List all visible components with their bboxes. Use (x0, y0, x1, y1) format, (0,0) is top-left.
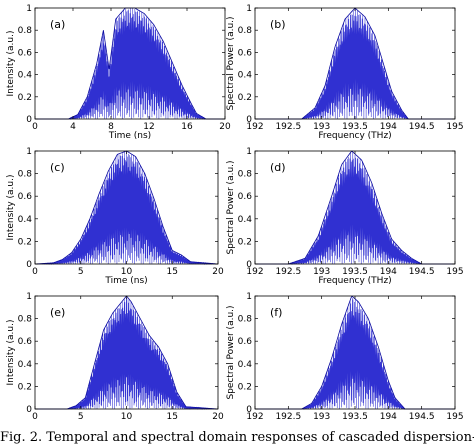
x-tick-label-f: 192 (246, 412, 263, 422)
x-tick-label-b: 193.5 (342, 122, 368, 132)
y-tick-label-f: 1 (246, 292, 252, 302)
y-axis-label-d: Spectral Power (a.u.) (226, 160, 236, 254)
panel-label-d: (d) (270, 161, 286, 174)
y-tick-label-d: 0 (246, 260, 252, 270)
panel-b: 192 192.5 193 193.5 194 194.5 195 0 0.2 0.4 0.6 0.8… (226, 4, 464, 141)
y-tick-label-e: 0 (26, 405, 32, 415)
x-tick-label-d: 193 (313, 267, 330, 277)
x-tick-label-e: 5 (78, 412, 84, 422)
x-tick-label-d: 192 (246, 267, 263, 277)
y-tick-label-a: 0.6 (18, 48, 33, 58)
panel-e: 0 5 10 15 20 0 0.2 0.4 0.6 0.8 1 Intensity (a.u.) (e… (6, 292, 224, 422)
plot-frame-a (34, 7, 226, 120)
y-tick-label-f: 0.4 (238, 360, 253, 370)
series-line-f (255, 297, 455, 410)
y-tick-label-b: 0.2 (238, 93, 252, 103)
x-tick-label-f: 192.5 (275, 412, 301, 422)
y-tick-label-b: 0.8 (238, 26, 253, 36)
y-tick-label-b: 0.6 (238, 48, 253, 58)
x-tick-label-d: 193.5 (342, 267, 368, 277)
x-axis-label-d: Frequency (THz) (318, 276, 391, 286)
x-tick-label-e: 0 (32, 412, 38, 422)
x-tick-label-f: 195 (446, 412, 463, 422)
x-tick-label-b: 194.5 (409, 122, 435, 132)
y-axis-label-f: Spectral Power (a.u.) (226, 305, 236, 399)
panel-label-c: (c) (50, 161, 65, 174)
x-tick-label-d: 192.5 (275, 267, 301, 277)
y-tick-label-c: 0.2 (18, 237, 32, 247)
y-tick-label-e: 0.8 (18, 315, 33, 325)
y-tick-label-c: 0.4 (18, 215, 33, 225)
y-tick-label-d: 1 (246, 147, 252, 157)
panel-a: 0 4 8 12 16 20 0 0.2 0.4 0.6 0.8 1 Time (ns) Intensit… (6, 4, 231, 141)
x-tick-label-a: 12 (143, 122, 154, 132)
y-tick-label-a: 0.8 (18, 26, 33, 36)
x-tick-label-f: 194.5 (409, 412, 435, 422)
y-tick-label-c: 0.8 (18, 170, 33, 180)
panel-label-b: (b) (270, 18, 286, 31)
figure-caption: Fig. 2. Temporal and spectral domain res… (0, 430, 474, 445)
panel-label-f: (f) (270, 306, 282, 319)
x-tick-label-a: 16 (181, 122, 193, 132)
y-tick-label-d: 0.2 (238, 237, 252, 247)
x-tick-label-b: 192.5 (275, 122, 301, 132)
y-tick-label-a: 1 (26, 4, 32, 14)
y-tick-label-e: 0.4 (18, 360, 33, 370)
y-axis-label-c: Intensity (a.u.) (6, 175, 16, 241)
x-tick-label-c: 5 (78, 267, 84, 277)
panel-label-a: (a) (50, 18, 65, 31)
y-tick-label-d: 0.6 (238, 192, 253, 202)
x-tick-label-d: 195 (446, 267, 463, 277)
y-tick-label-f: 0.2 (238, 382, 252, 392)
x-tick-label-c: 10 (121, 267, 133, 277)
x-tick-label-b: 193 (313, 122, 330, 132)
x-tick-label-d: 194.5 (409, 267, 435, 277)
x-tick-label-b: 192 (246, 122, 263, 132)
x-axis-label-b: Frequency (THz) (318, 131, 391, 141)
y-tick-label-d: 0.4 (238, 215, 253, 225)
y-tick-label-c: 1 (26, 147, 32, 157)
y-tick-label-f: 0.6 (238, 337, 253, 347)
x-tick-label-a: 8 (108, 122, 114, 132)
y-axis-label-e: Intensity (a.u.) (6, 320, 16, 386)
y-tick-label-e: 0.2 (18, 382, 32, 392)
y-axis-label-b: Spectral Power (a.u.) (226, 16, 236, 110)
x-tick-label-c: 0 (32, 267, 38, 277)
y-tick-label-c: 0 (26, 260, 32, 270)
y-tick-label-f: 0 (246, 405, 252, 415)
y-tick-label-a: 0 (26, 115, 32, 125)
x-tick-label-a: 0 (32, 122, 38, 132)
y-tick-label-b: 0 (246, 115, 252, 125)
x-tick-label-b: 194 (380, 122, 397, 132)
x-tick-label-b: 195 (446, 122, 463, 132)
y-tick-label-e: 1 (26, 292, 32, 302)
x-tick-label-f: 193.5 (342, 412, 368, 422)
y-tick-label-b: 1 (246, 4, 252, 14)
x-tick-label-f: 194 (380, 412, 397, 422)
panel-f: 192 192.5 193 193.5 194 194.5 195 0 0.2 0.4 0.6 0.8… (226, 292, 464, 422)
x-tick-label-a: 20 (219, 122, 231, 132)
x-tick-label-a: 4 (70, 122, 76, 132)
panel-d: 192 192.5 193 193.5 194 194.5 195 0 0.2 0.4 0.6 0.8… (226, 147, 464, 286)
y-tick-label-e: 0.6 (18, 337, 33, 347)
x-tick-label-e: 10 (121, 412, 133, 422)
x-tick-label-e: 15 (167, 412, 178, 422)
y-tick-label-d: 0.8 (238, 170, 253, 180)
y-tick-label-f: 0.8 (238, 315, 253, 325)
x-tick-label-d: 194 (380, 267, 397, 277)
y-tick-label-a: 0.4 (18, 71, 33, 81)
x-axis-label-c: Time (ns) (104, 276, 147, 286)
x-tick-label-e: 20 (212, 412, 224, 422)
y-axis-label-a: Intensity (a.u.) (6, 31, 16, 97)
panel-label-e: (e) (50, 306, 65, 319)
y-tick-label-a: 0.2 (18, 93, 32, 103)
x-tick-label-f: 193 (313, 412, 330, 422)
panel-c: 0 5 10 15 20 0 0.2 0.4 0.6 0.8 1 Time (ns) Intensity… (6, 147, 224, 286)
y-tick-label-b: 0.4 (238, 71, 253, 81)
y-tick-label-c: 0.6 (18, 192, 33, 202)
x-axis-label-a: Time (ns) (108, 131, 151, 141)
x-tick-label-c: 20 (212, 267, 224, 277)
x-tick-label-c: 15 (167, 267, 178, 277)
